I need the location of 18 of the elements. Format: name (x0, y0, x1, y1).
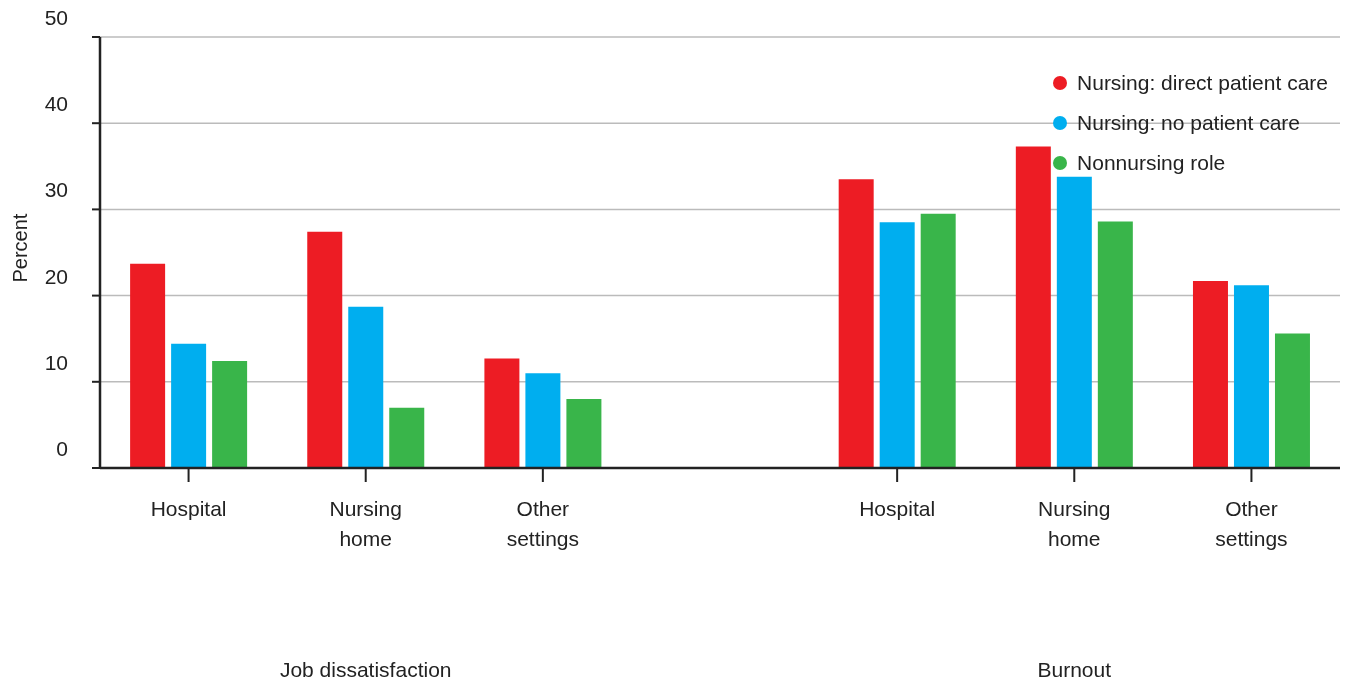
y-tick-label: 20 (44, 264, 68, 288)
y-tick-label: 40 (44, 92, 68, 116)
text: Burnout (1036, 658, 1113, 682)
legend-label: Nursing: direct patient care (1077, 71, 1328, 95)
x-tick-label: Hospital (859, 497, 936, 520)
y-axis-title: Percent (9, 213, 32, 283)
x-tick-label: Other settings (1215, 497, 1288, 550)
y-tick-label: 30 (44, 178, 68, 202)
x-tick-label: Other settings (506, 497, 580, 550)
y-tick-label: 0 (56, 437, 68, 460)
legend-label: Nonnursing role (1077, 151, 1226, 175)
x-tick-label: Nursing home (329, 497, 402, 550)
x-tick-label: Nursing home (1038, 497, 1111, 550)
legend-label: Nursing: no patient care (1077, 111, 1300, 135)
y-tick-label: 50 (44, 6, 68, 29)
x-tick-label: Hospital (150, 497, 227, 520)
text: Job dissatisfaction (278, 658, 453, 682)
y-tick-label: 10 (44, 350, 68, 374)
